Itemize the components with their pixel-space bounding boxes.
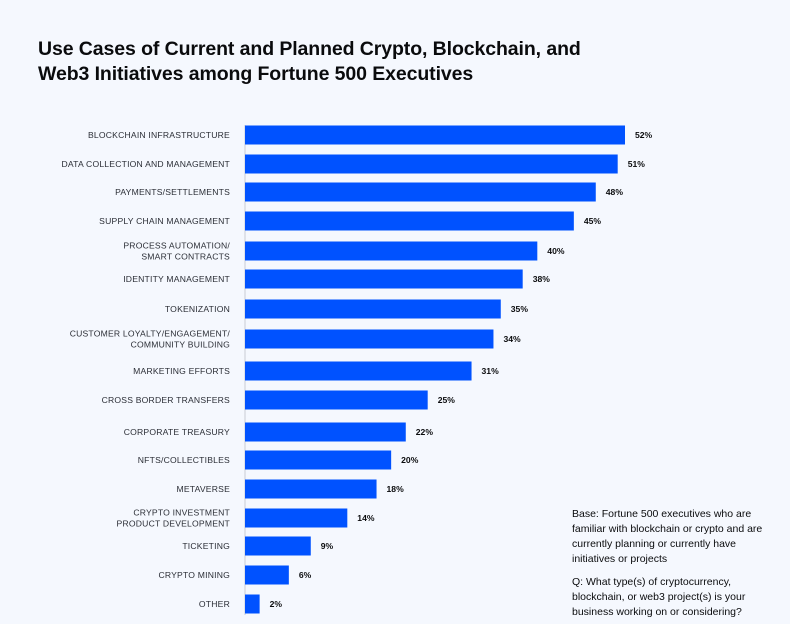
value-label: 38% <box>533 274 551 284</box>
bar <box>245 125 625 145</box>
bar <box>245 479 377 499</box>
value-label: 45% <box>584 216 602 226</box>
bar <box>245 299 501 319</box>
category-label: CRYPTO INVESTMENT PRODUCT DEVELOPMENT <box>117 508 231 529</box>
category-label: TOKENIZATION <box>165 304 230 314</box>
value-label: 31% <box>482 366 500 376</box>
value-label: 25% <box>438 395 456 405</box>
bar <box>245 508 348 528</box>
value-label: 14% <box>357 513 375 523</box>
category-label: PAYMENTS/SETTLEMENTS <box>115 187 230 197</box>
bar <box>245 390 428 410</box>
category-label: DATA COLLECTION AND MANAGEMENT <box>61 159 230 169</box>
bar <box>245 536 311 556</box>
bar <box>245 594 260 614</box>
value-label: 2% <box>270 599 283 609</box>
category-label: CRYPTO MINING <box>158 570 230 580</box>
category-label: CORPORATE TREASURY <box>124 427 230 437</box>
bar <box>245 241 538 261</box>
value-label: 48% <box>606 187 624 197</box>
value-label: 9% <box>321 541 334 551</box>
value-label: 6% <box>299 570 312 580</box>
bar <box>245 422 406 442</box>
bar <box>245 154 618 174</box>
category-label: TICKETING <box>182 541 230 551</box>
category-label: BLOCKCHAIN INFRASTRUCTURE <box>88 130 230 140</box>
category-label: MARKETING EFFORTS <box>133 366 230 376</box>
value-label: 51% <box>628 159 646 169</box>
bar <box>245 269 523 289</box>
value-label: 34% <box>503 334 521 344</box>
bar <box>245 450 392 470</box>
category-label: CUSTOMER LOYALTY/ENGAGEMENT/COMMUNITY BU… <box>70 329 231 350</box>
value-label: 22% <box>416 427 434 437</box>
category-label: METAVERSE <box>176 484 230 494</box>
bar <box>245 565 289 585</box>
value-label: 40% <box>547 246 565 256</box>
bar <box>245 182 596 202</box>
chart-title: Use Cases of Current and Planned Crypto,… <box>38 38 581 85</box>
base-note: Base: Fortune 500 executives who are fam… <box>572 508 763 565</box>
category-label: OTHER <box>199 599 230 609</box>
question-note: Q: What type(s) of cryptocurrency, block… <box>572 576 746 618</box>
bar <box>245 211 574 231</box>
category-label: CROSS BORDER TRANSFERS <box>102 395 230 405</box>
category-label: PROCESS AUTOMATION/SMART CONTRACTS <box>123 241 230 262</box>
bar <box>245 329 494 349</box>
bar <box>245 361 472 381</box>
value-label: 20% <box>401 455 419 465</box>
value-label: 35% <box>511 304 529 314</box>
category-label: NFTS/COLLECTIBLES <box>138 455 230 465</box>
value-label: 52% <box>635 130 653 140</box>
category-label: SUPPLY CHAIN MANAGEMENT <box>99 216 230 226</box>
value-label: 18% <box>387 484 405 494</box>
category-label: IDENTITY MANAGEMENT <box>123 274 230 284</box>
